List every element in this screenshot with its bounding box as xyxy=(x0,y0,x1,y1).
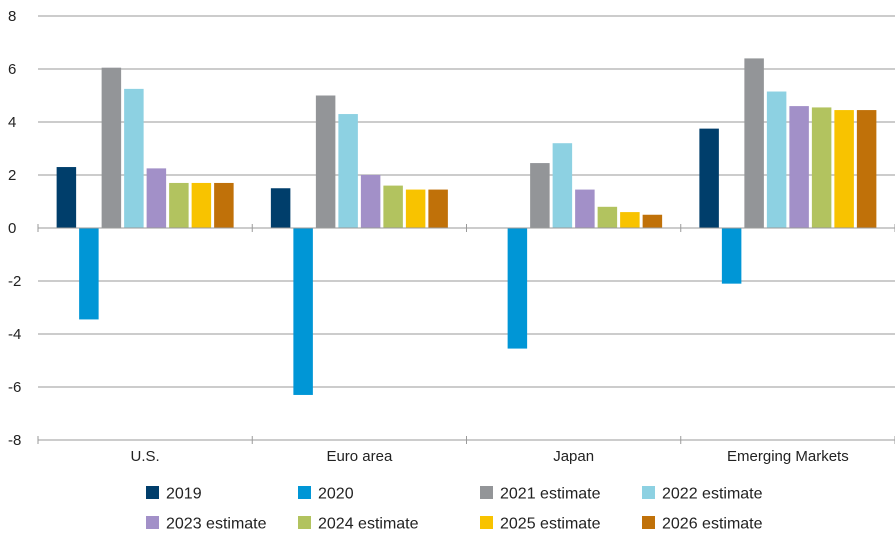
bar xyxy=(428,189,448,228)
category-label: U.S. xyxy=(131,448,160,465)
legend-label: 2025 estimate xyxy=(500,516,601,533)
x-axis-category-labels: U.S. Euro area Japan Emerging Markets xyxy=(131,448,849,465)
bar xyxy=(101,67,122,228)
x-axis xyxy=(37,224,895,444)
legend-label: 2024 estimate xyxy=(318,516,419,533)
bar xyxy=(169,182,189,228)
bar xyxy=(79,228,99,320)
bar xyxy=(789,106,809,228)
bar xyxy=(856,110,877,228)
bar xyxy=(360,175,381,228)
legend-swatch xyxy=(642,486,655,499)
y-tick-label: -2 xyxy=(8,273,21,290)
legend-swatch xyxy=(480,516,493,529)
bar xyxy=(507,228,528,349)
bar xyxy=(191,182,212,228)
bar xyxy=(721,228,742,284)
bar xyxy=(56,167,77,228)
y-tick-label: -8 xyxy=(8,432,21,449)
y-tick-label: 8 xyxy=(8,8,16,25)
legend-label: 2019 xyxy=(166,486,202,503)
bar xyxy=(620,212,640,228)
legend-label: 2023 estimate xyxy=(166,516,267,533)
legend-item: 2025 estimate xyxy=(480,516,601,533)
bars xyxy=(56,58,877,395)
bar xyxy=(766,91,787,229)
bar xyxy=(597,206,618,228)
legend-swatch xyxy=(298,516,311,529)
bar xyxy=(338,114,358,228)
y-tick-label: -4 xyxy=(8,326,21,343)
bar xyxy=(270,188,291,228)
legend: 2019 2020 2021 estimate 2022 estimate 2023 e… xyxy=(146,486,763,533)
bar xyxy=(699,128,719,228)
category-label: Japan xyxy=(553,448,594,465)
y-axis-tick-labels: -8 -6 -4 -2 0 2 4 6 8 xyxy=(8,8,21,449)
legend-item: 2020 xyxy=(298,486,354,503)
legend-label: 2021 estimate xyxy=(500,486,601,503)
legend-swatch xyxy=(298,486,311,499)
y-tick-label: -6 xyxy=(8,379,21,396)
legend-item: 2021 estimate xyxy=(480,486,601,503)
bar xyxy=(146,168,167,228)
bar xyxy=(293,228,313,395)
category-label: Euro area xyxy=(326,448,393,465)
bar xyxy=(642,214,663,228)
legend-item: 2022 estimate xyxy=(642,486,763,503)
legend-label: 2026 estimate xyxy=(662,516,763,533)
bar xyxy=(552,143,573,228)
bar xyxy=(834,110,854,228)
legend-swatch xyxy=(146,486,159,499)
legend-item: 2023 estimate xyxy=(146,516,267,533)
legend-label: 2022 estimate xyxy=(662,486,763,503)
legend-item: 2019 xyxy=(146,486,202,503)
legend-item: 2024 estimate xyxy=(298,516,419,533)
y-tick-label: 6 xyxy=(8,61,16,78)
category-label: Emerging Markets xyxy=(727,448,849,465)
y-tick-label: 4 xyxy=(8,114,16,131)
y-tick-label: 2 xyxy=(8,167,16,184)
gridlines xyxy=(38,15,895,441)
bar xyxy=(530,163,550,228)
bar xyxy=(811,107,832,228)
bar xyxy=(214,182,234,228)
legend-swatch xyxy=(642,516,655,529)
legend-item: 2026 estimate xyxy=(642,516,763,533)
legend-swatch xyxy=(480,486,493,499)
bar xyxy=(575,189,595,228)
bar xyxy=(124,88,144,228)
legend-label: 2020 xyxy=(318,486,354,503)
bar xyxy=(315,95,336,228)
legend-swatch xyxy=(146,516,159,529)
bar xyxy=(383,185,403,228)
bar xyxy=(405,189,426,228)
y-tick-label: 0 xyxy=(8,220,16,237)
bar xyxy=(744,58,764,229)
